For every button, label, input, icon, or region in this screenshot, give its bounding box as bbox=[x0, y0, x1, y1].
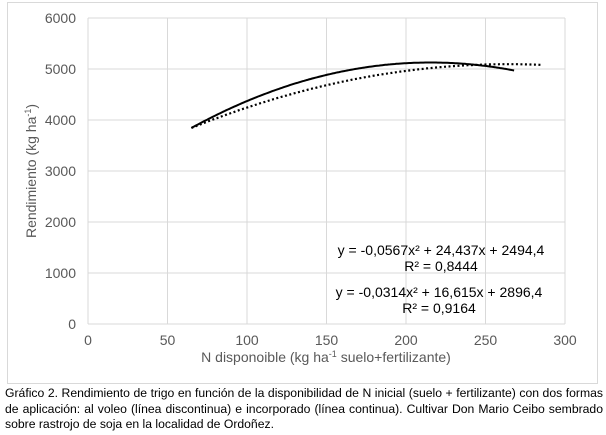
x-tick-label: 300 bbox=[553, 332, 577, 348]
x-tick-label: 250 bbox=[474, 332, 498, 348]
y-axis-label: Rendimiento (kg ha-1) bbox=[23, 104, 39, 238]
equation-solid: y = -0,0567x² + 24,437x + 2494,4 bbox=[338, 242, 545, 258]
x-tick-label: 0 bbox=[84, 332, 92, 348]
y-tick-label: 2000 bbox=[45, 214, 76, 230]
r2-dotted: R² = 0,9164 bbox=[402, 300, 476, 316]
y-tick-label: 6000 bbox=[45, 10, 76, 26]
x-tick-label: 150 bbox=[315, 332, 339, 348]
equation-dotted: y = -0,0314x² + 16,615x + 2896,4 bbox=[336, 284, 543, 300]
x-tick-label: 100 bbox=[235, 332, 259, 348]
y-tick-label: 1000 bbox=[45, 265, 76, 281]
figure-caption: Gráfico 2. Rendimiento de trigo en funci… bbox=[5, 386, 603, 431]
x-tick-label: 200 bbox=[394, 332, 418, 348]
x-axis-label: N disponoible (kg ha-1 suelo+fertilizant… bbox=[201, 349, 451, 365]
y-tick-label: 4000 bbox=[45, 112, 76, 128]
chart: 0 50 100 150 200 250 3000100020003000400050006… bbox=[23, 10, 577, 365]
y-tick-label: 5000 bbox=[45, 61, 76, 77]
series-dotted-curve bbox=[190, 63, 542, 129]
y-tick-label: 3000 bbox=[45, 163, 76, 179]
y-tick-label: 0 bbox=[68, 316, 76, 332]
chart-frame bbox=[7, 2, 598, 384]
series-solid-curve bbox=[190, 61, 515, 129]
x-tick-label: 50 bbox=[160, 332, 176, 348]
r2-solid: R² = 0,8444 bbox=[404, 258, 478, 274]
